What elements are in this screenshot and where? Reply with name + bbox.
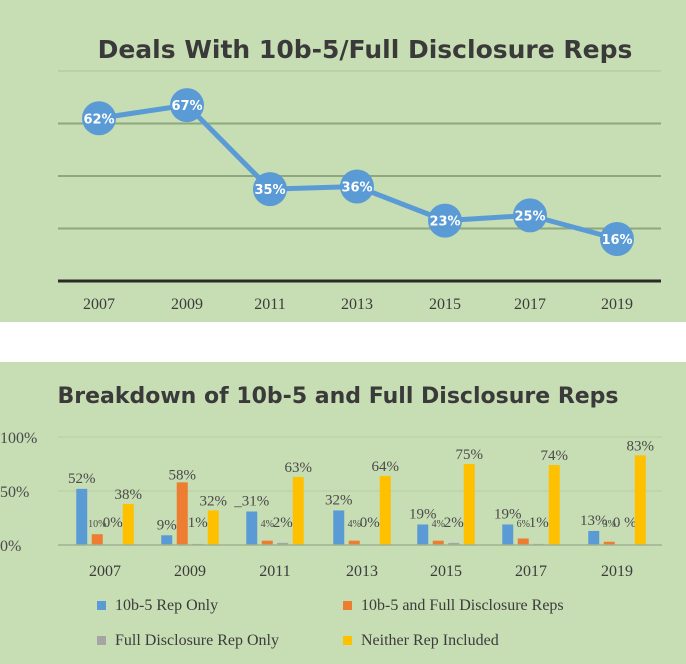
- x-tick-2015: 2015: [430, 563, 462, 580]
- y-tick-0: 0%: [0, 538, 21, 555]
- data-label-2017: 25%: [514, 209, 545, 224]
- data-label-2009-series-3: 1%: [188, 515, 208, 531]
- data-label-2007-series-1: 52%: [68, 471, 96, 487]
- data-label-2011-series-4: 63%: [285, 460, 313, 476]
- x-tick-2015: 2015: [429, 296, 461, 313]
- data-label-2019: 16%: [601, 233, 632, 248]
- data-label-2009: 67%: [171, 99, 202, 114]
- bar-2011-series-2: [261, 540, 273, 545]
- bar-2015-series-3: [448, 542, 460, 545]
- legend-label-1: 10b-5 Rep Only: [115, 597, 218, 614]
- bar-2019-series-2: [603, 541, 615, 545]
- data-point-2019: [600, 222, 634, 256]
- bar-chart: Breakdown of 10b-5 and Full Disclosure R…: [0, 384, 662, 649]
- legend-label-3: Full Disclosure Rep Only: [115, 632, 279, 649]
- x-tick-2013: 2013: [346, 563, 378, 580]
- data-label-2013-series-3: 0%: [360, 515, 380, 531]
- data-label-2013-series-4: 64%: [372, 459, 400, 475]
- x-tick-2019: 2019: [601, 563, 633, 580]
- data-point-2009: [170, 88, 204, 123]
- data-label-2007: 62%: [83, 112, 114, 127]
- bar-2017-series-1: [502, 524, 514, 545]
- x-tick-2017: 2017: [514, 296, 546, 313]
- data-label-2017-series-2: 6%: [517, 519, 530, 530]
- line-chart-title: Deals With 10b-5/Full Disclosure Reps: [98, 35, 633, 64]
- legend-swatch-4: [343, 636, 352, 645]
- x-tick-2007: 2007: [83, 296, 115, 313]
- data-label-2009-series-2: 58%: [169, 467, 197, 483]
- data-label-2015-series-4: 75%: [456, 447, 484, 463]
- data-point-2015: [428, 203, 462, 238]
- x-tick-2019: 2019: [601, 296, 633, 313]
- bar-2019-series-1: [588, 530, 600, 545]
- data-label-2013-series-2: 4%: [348, 519, 361, 530]
- line-chart: Deals With 10b-5/Full Disclosure Reps 62…: [58, 35, 661, 313]
- x-tick-2009: 2009: [174, 563, 206, 580]
- data-label-2011-series-3: 2%: [273, 515, 293, 531]
- y-tick-100: 100%: [0, 430, 37, 447]
- data-label-2011: 35%: [254, 183, 285, 198]
- legend-swatch-1: [97, 601, 106, 610]
- x-tick-2017: 2017: [515, 563, 547, 580]
- bar-2015-series-4: [463, 464, 475, 545]
- data-label-2015-series-3: 2%: [444, 515, 464, 531]
- data-point-2011: [253, 172, 287, 207]
- bar-chart-panel: Breakdown of 10b-5 and Full Disclosure R…: [0, 362, 686, 664]
- line-chart-panel: Deals With 10b-5/Full Disclosure Reps 62…: [0, 0, 686, 322]
- y-tick-50: 50%: [0, 484, 29, 501]
- data-label-2017-series-1: 19%: [494, 506, 522, 522]
- bar-2009-series-2: [176, 482, 188, 545]
- bar-chart-title: Breakdown of 10b-5 and Full Disclosure R…: [57, 384, 618, 409]
- bar-2013-series-1: [333, 510, 345, 545]
- data-label-2011-series-2: 4%: [261, 519, 274, 530]
- x-tick-2013: 2013: [341, 296, 373, 313]
- x-tick-2011: 2011: [254, 296, 285, 313]
- data-label-2019-series-2: 3%: [603, 519, 616, 530]
- data-label-2009-series-4: 32%: [200, 493, 228, 509]
- data-label-2017-series-3: 1%: [529, 515, 549, 531]
- data-label-2017-series-4: 74%: [541, 448, 569, 464]
- bar-2017-series-4: [548, 465, 560, 545]
- data-label-2007-series-2: 10%: [88, 519, 106, 530]
- x-tick-2009: 2009: [171, 296, 203, 313]
- bar-2009-series-1: [161, 535, 173, 545]
- data-label-2007-series-3: 0%: [103, 515, 123, 531]
- bar-2007-series-1: [76, 488, 88, 545]
- data-label-2009-series-1: 9%: [157, 517, 177, 533]
- bar-2015-series-2: [432, 540, 444, 545]
- data-point-2017: [513, 198, 547, 233]
- data-label-2019-series-1: 13%: [580, 513, 608, 529]
- data-point-2013: [340, 169, 374, 204]
- x-tick-2011: 2011: [259, 563, 290, 580]
- data-point-2007: [82, 101, 116, 136]
- bar-2015-series-1: [417, 524, 429, 545]
- bar-2011-series-3: [277, 542, 289, 545]
- data-label-2019-series-3: 0 %: [613, 515, 637, 531]
- data-label-2007-series-4: 38%: [115, 487, 143, 503]
- data-label-2011-series-1: _31%: [233, 494, 269, 510]
- bar-2007-series-4: [122, 503, 134, 545]
- bar-2019-series-4: [634, 455, 646, 545]
- bar-2013-series-2: [348, 540, 360, 545]
- data-label-2013-series-1: 32%: [325, 492, 353, 508]
- legend-swatch-3: [97, 636, 106, 645]
- data-label-2015: 23%: [429, 215, 460, 230]
- legend-label-2: 10b-5 and Full Disclosure Reps: [361, 597, 564, 614]
- bar-2017-series-2: [517, 538, 529, 545]
- data-label-2013: 36%: [341, 181, 372, 196]
- data-label-2019-series-4: 83%: [627, 438, 655, 454]
- bar-2011-series-4: [292, 476, 304, 545]
- data-label-2015-series-2: 4%: [432, 519, 445, 530]
- bar-2007-series-2: [91, 534, 103, 545]
- legend-swatch-2: [343, 601, 352, 610]
- bar-2009-series-4: [207, 510, 219, 545]
- legend-label-4: Neither Rep Included: [361, 632, 499, 649]
- x-tick-2007: 2007: [89, 563, 121, 580]
- bar-2011-series-1: [246, 511, 258, 545]
- bar-2013-series-4: [379, 475, 391, 545]
- data-label-2015-series-1: 19%: [409, 506, 437, 522]
